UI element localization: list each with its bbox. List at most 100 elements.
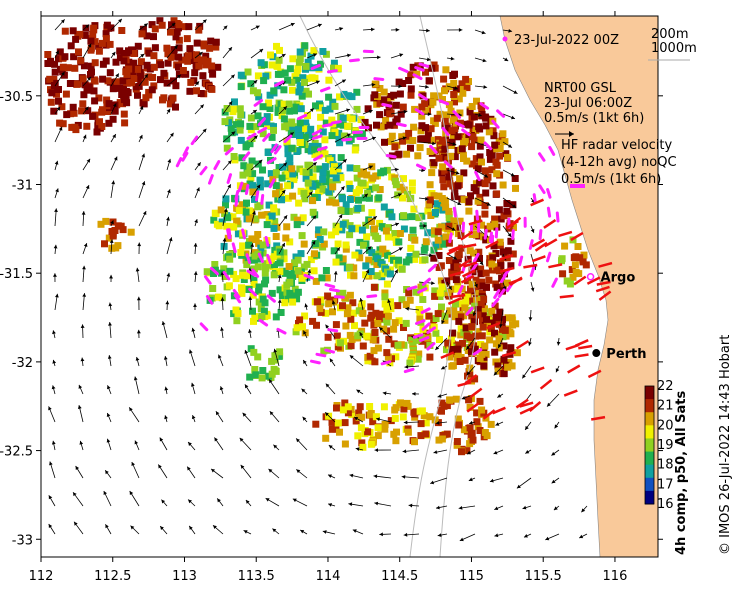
sst-pixel <box>255 283 263 291</box>
model-vector-head <box>135 357 140 361</box>
sst-pixel <box>272 367 280 375</box>
sst-pixel <box>469 297 477 305</box>
radar-vector <box>486 321 501 330</box>
sst-pixel <box>358 226 366 234</box>
sst-pixel <box>335 162 343 170</box>
model-vector-head <box>352 529 357 533</box>
sst-pixel <box>461 356 469 364</box>
sst-pixel <box>243 272 251 280</box>
sst-pixel <box>99 75 107 83</box>
sst-pixel <box>55 86 62 93</box>
sst-pixel <box>451 70 458 78</box>
drifter-segment <box>472 348 483 356</box>
sst-pixel <box>473 97 480 105</box>
sst-pixel <box>432 315 440 322</box>
drifter-segment <box>483 141 493 151</box>
drifter-segment <box>465 306 474 316</box>
sst-pixel <box>473 418 481 426</box>
drifter-segment <box>403 367 415 374</box>
model-vector-head <box>113 103 117 108</box>
sst-pixel <box>476 142 484 150</box>
drifter-segment <box>421 277 431 286</box>
model-vector-head <box>223 25 228 30</box>
model-vector-head <box>466 345 470 350</box>
sst-pixel <box>89 31 97 38</box>
sst-pixel <box>440 75 448 83</box>
sst-pixel <box>309 182 317 190</box>
sst-pixel <box>414 62 422 70</box>
sst-pixel <box>226 255 234 263</box>
sst-pixel <box>293 76 301 84</box>
sst-pixel <box>499 315 506 323</box>
sst-pixel <box>261 269 269 277</box>
sst-pixel <box>254 263 262 271</box>
sst-pixel <box>409 137 417 144</box>
drifter-segment <box>490 234 495 246</box>
sst-pixel <box>492 313 500 321</box>
sst-pixel <box>328 132 336 140</box>
sst-pixel <box>250 252 258 260</box>
sst-pixel <box>448 127 456 135</box>
sst-pixel <box>448 138 456 146</box>
model-vector-head <box>495 422 500 426</box>
model-vector-head <box>48 524 53 528</box>
sst-pixel <box>163 79 171 87</box>
model-vector-head <box>455 171 460 175</box>
model-vector-head <box>111 180 116 185</box>
sst-pixel <box>220 265 228 273</box>
sst-pixel <box>397 399 404 407</box>
sst-pixel <box>488 166 496 174</box>
sst-pixel <box>434 228 442 236</box>
radar-vector <box>462 269 476 278</box>
sst-pixel <box>490 132 498 140</box>
sst-pixel <box>373 272 381 280</box>
sst-pixel <box>298 92 306 100</box>
sst-pixel <box>56 48 64 56</box>
sst-pixel <box>477 301 485 308</box>
sst-pixel <box>394 302 402 310</box>
sst-pixel <box>456 86 464 93</box>
sst-pixel <box>363 332 371 340</box>
drifter-legend-dot <box>502 36 508 42</box>
sst-pixel <box>346 185 354 192</box>
sst-pixel <box>260 307 268 315</box>
sst-pixel <box>478 332 486 340</box>
radar-vector <box>590 415 606 421</box>
sst-pixel <box>113 78 121 86</box>
sst-pixel <box>151 44 159 52</box>
sst-pixel <box>510 224 517 231</box>
sst-pixel <box>322 267 330 274</box>
sst-pixel <box>375 314 383 322</box>
sst-pixel <box>479 323 487 331</box>
sst-pixel <box>446 396 454 404</box>
sst-pixel <box>467 348 475 356</box>
sst-pixel <box>467 285 474 293</box>
sst-pixel <box>381 425 389 433</box>
drifter-segment <box>317 145 328 152</box>
sst-pixel <box>294 267 302 275</box>
sst-pixel <box>356 254 364 262</box>
model-vector-head <box>333 271 338 275</box>
model-vector-head <box>134 440 139 445</box>
sst-pixel <box>123 70 131 78</box>
colorbar-segment <box>645 451 654 466</box>
sst-pixel <box>400 324 407 331</box>
radar-vector <box>501 351 517 358</box>
sst-pixel <box>321 150 329 158</box>
sst-pixel <box>436 289 444 297</box>
sst-pixel <box>172 82 180 90</box>
sst-pixel <box>280 249 288 257</box>
sst-pixel <box>390 325 398 333</box>
sst-pixel <box>359 179 367 187</box>
sst-pixel <box>202 52 210 60</box>
sst-pixel <box>386 270 394 278</box>
sst-pixel <box>249 291 257 299</box>
sst-pixel <box>572 269 580 276</box>
model-vector-head <box>188 442 192 446</box>
sst-pixel <box>408 186 416 194</box>
y-tick-label: -32.5 <box>0 445 33 460</box>
sst-pixel <box>334 343 342 351</box>
bathymetry-contours <box>299 16 477 557</box>
radar-vector <box>587 369 602 379</box>
radar-vector <box>447 297 462 306</box>
